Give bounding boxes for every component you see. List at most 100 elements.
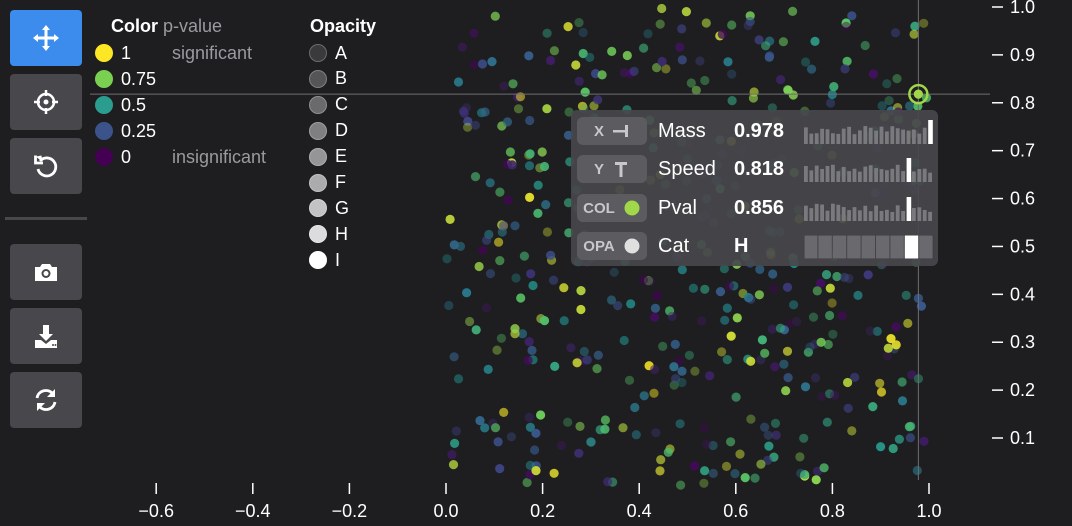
- data-point[interactable]: [764, 441, 774, 451]
- data-point[interactable]: [828, 329, 838, 339]
- data-point[interactable]: [483, 364, 493, 374]
- data-point[interactable]: [563, 198, 574, 208]
- data-point[interactable]: [816, 278, 826, 288]
- data-point[interactable]: [531, 466, 541, 476]
- data-point[interactable]: [788, 90, 798, 100]
- data-point[interactable]: [586, 437, 596, 447]
- data-point[interactable]: [577, 101, 588, 111]
- data-point[interactable]: [837, 311, 847, 321]
- data-point[interactable]: [524, 161, 535, 171]
- data-point[interactable]: [669, 362, 679, 372]
- data-point[interactable]: [891, 340, 901, 350]
- data-point[interactable]: [847, 11, 857, 21]
- data-point[interactable]: [593, 350, 603, 360]
- data-point[interactable]: [726, 437, 736, 447]
- data-point[interactable]: [829, 82, 839, 92]
- data-point[interactable]: [480, 423, 490, 433]
- data-point[interactable]: [795, 452, 805, 462]
- data-point[interactable]: [746, 414, 756, 424]
- data-point[interactable]: [515, 92, 526, 102]
- data-point[interactable]: [525, 149, 535, 159]
- data-point[interactable]: [505, 147, 515, 157]
- data-point[interactable]: [689, 461, 700, 471]
- data-point[interactable]: [821, 270, 832, 280]
- data-point[interactable]: [510, 324, 520, 334]
- data-point[interactable]: [677, 366, 687, 376]
- data-point[interactable]: [883, 343, 893, 353]
- data-point[interactable]: [508, 79, 518, 89]
- data-point[interactable]: [912, 465, 922, 476]
- opacity-legend-item[interactable]: H: [309, 223, 348, 245]
- data-point[interactable]: [909, 29, 919, 39]
- data-point[interactable]: [677, 377, 687, 388]
- data-point[interactable]: [904, 422, 915, 432]
- data-point[interactable]: [724, 281, 735, 291]
- data-point[interactable]: [528, 280, 538, 291]
- data-point[interactable]: [767, 324, 777, 334]
- data-point[interactable]: [754, 35, 764, 45]
- data-point[interactable]: [639, 43, 649, 53]
- data-point[interactable]: [810, 36, 820, 47]
- data-point[interactable]: [800, 382, 811, 392]
- data-point[interactable]: [563, 417, 573, 427]
- data-point[interactable]: [916, 301, 927, 311]
- data-point[interactable]: [723, 57, 733, 67]
- data-point[interactable]: [776, 75, 786, 85]
- data-point[interactable]: [884, 96, 894, 106]
- data-point[interactable]: [639, 391, 649, 401]
- data-point[interactable]: [727, 96, 737, 106]
- data-point[interactable]: [677, 55, 687, 65]
- data-point[interactable]: [537, 147, 547, 157]
- data-point[interactable]: [888, 443, 898, 454]
- data-point[interactable]: [686, 78, 696, 88]
- data-point[interactable]: [886, 334, 896, 344]
- data-point[interactable]: [507, 160, 517, 170]
- opacity-legend-item[interactable]: B: [309, 68, 347, 90]
- data-point[interactable]: [655, 466, 665, 476]
- data-point[interactable]: [705, 371, 715, 381]
- data-point[interactable]: [688, 283, 699, 293]
- opacity-legend-item[interactable]: D: [309, 120, 348, 142]
- data-point[interactable]: [649, 388, 659, 398]
- data-point[interactable]: [461, 103, 472, 113]
- data-point[interactable]: [511, 273, 521, 283]
- data-point[interactable]: [800, 470, 810, 480]
- data-point[interactable]: [876, 442, 886, 452]
- data-point[interactable]: [526, 269, 536, 279]
- data-point[interactable]: [525, 115, 535, 126]
- opacity-legend-item[interactable]: F: [309, 172, 346, 194]
- data-point[interactable]: [796, 468, 806, 478]
- opacity-legend-item[interactable]: C: [309, 94, 348, 116]
- data-point[interactable]: [810, 373, 821, 383]
- data-point[interactable]: [525, 192, 535, 202]
- data-point[interactable]: [872, 326, 882, 336]
- data-point[interactable]: [652, 290, 662, 301]
- data-point[interactable]: [808, 312, 819, 322]
- data-point[interactable]: [781, 386, 791, 396]
- data-point[interactable]: [897, 377, 907, 387]
- data-point[interactable]: [811, 475, 821, 485]
- data-point[interactable]: [727, 69, 737, 79]
- data-point[interactable]: [531, 428, 541, 438]
- data-point[interactable]: [701, 18, 711, 28]
- data-point[interactable]: [462, 288, 472, 298]
- data-point[interactable]: [743, 20, 753, 31]
- data-point[interactable]: [731, 392, 741, 402]
- data-point[interactable]: [841, 21, 851, 31]
- data-point[interactable]: [792, 316, 802, 327]
- data-point[interactable]: [826, 98, 836, 108]
- data-point[interactable]: [825, 310, 835, 321]
- data-point[interactable]: [910, 21, 920, 31]
- data-point[interactable]: [609, 267, 619, 277]
- data-point[interactable]: [789, 300, 799, 310]
- data-point[interactable]: [897, 396, 908, 406]
- opacity-legend-item[interactable]: G: [309, 197, 349, 219]
- color-legend-item[interactable]: 1: [95, 42, 131, 64]
- data-point[interactable]: [548, 275, 559, 285]
- data-point[interactable]: [700, 75, 710, 86]
- data-point[interactable]: [574, 18, 584, 28]
- data-point[interactable]: [844, 273, 854, 284]
- data-point[interactable]: [563, 22, 573, 32]
- data-point[interactable]: [533, 180, 543, 190]
- data-point[interactable]: [485, 269, 496, 279]
